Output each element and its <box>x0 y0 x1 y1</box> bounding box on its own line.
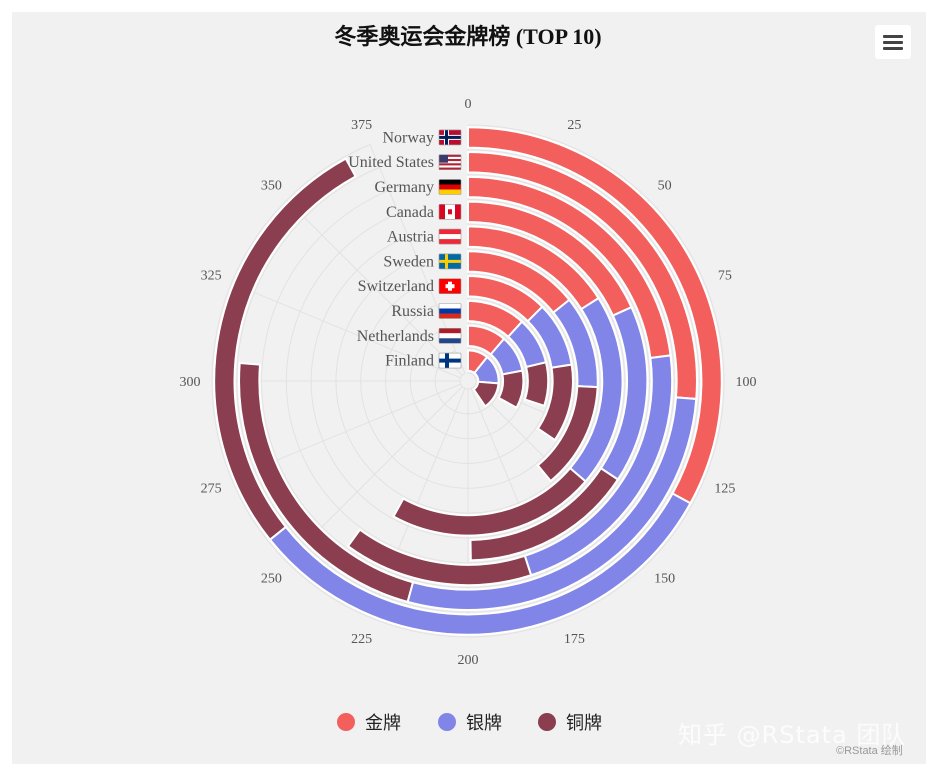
tick-label: 200 <box>458 653 479 668</box>
tick-label: 150 <box>654 572 675 587</box>
tick-label: 75 <box>718 269 732 284</box>
country-label: Germany <box>374 179 434 196</box>
tick-label: 375 <box>351 118 372 133</box>
tick-label: 325 <box>201 269 222 284</box>
grid-circle <box>459 372 477 390</box>
tick-label: 225 <box>351 632 372 647</box>
country-label: Finland <box>385 353 434 370</box>
tick-label: 100 <box>736 375 757 390</box>
country-labels: Norway United States Germany Canada Austria S… <box>348 129 462 370</box>
tick-label: 0 <box>465 97 472 112</box>
grid-circle <box>409 322 527 440</box>
tick-label: 175 <box>564 632 585 647</box>
legend-label: 金牌 <box>365 713 401 734</box>
tick-label: 125 <box>714 481 735 496</box>
country-label: Norway <box>382 129 434 146</box>
country-label: Sweden <box>383 253 434 270</box>
tick-label: 25 <box>567 118 581 133</box>
tick-label: 250 <box>261 572 282 587</box>
country-label: Canada <box>386 204 434 221</box>
bar-segment <box>536 363 574 442</box>
grid-spoke <box>286 199 463 376</box>
legend-swatch <box>337 713 355 731</box>
country-label: Switzerland <box>358 278 434 295</box>
hamburger-menu-icon[interactable] <box>875 25 911 59</box>
grid-circle <box>434 347 502 415</box>
grid-circle <box>360 273 576 489</box>
bar-segment <box>536 385 599 483</box>
bar-series <box>213 126 723 636</box>
bar-segment <box>523 361 550 408</box>
legend-swatch <box>538 713 556 731</box>
legend-swatch <box>438 713 456 731</box>
bar-segment <box>469 466 620 562</box>
watermark-text: 知乎 @RStata 团队 <box>678 721 907 749</box>
tick-label: 350 <box>261 178 282 193</box>
grid-circle <box>335 248 601 514</box>
grid-circle <box>385 298 551 464</box>
flag-norway-icon <box>438 129 462 146</box>
chart-title: 冬季奥运会金牌榜 (TOP 10) <box>334 24 601 49</box>
legend-item-2[interactable]: 铜牌 <box>538 713 602 734</box>
flag-netherlands-icon <box>438 327 462 344</box>
grid-circle <box>310 223 626 539</box>
credit-text: ©RStata 绘制 <box>836 745 903 757</box>
legend-item-1[interactable]: 银牌 <box>438 713 502 734</box>
tick-label: 275 <box>201 481 222 496</box>
legend: 金牌 银牌 铜牌 <box>337 713 602 734</box>
bar-segment <box>497 369 525 410</box>
flag-canada-icon <box>438 204 462 220</box>
legend-label: 铜牌 <box>566 713 602 734</box>
legend-item-0[interactable]: 金牌 <box>337 713 401 734</box>
flag-finland-icon <box>438 352 462 369</box>
flag-sweden-icon <box>438 253 462 270</box>
grid-circle <box>261 174 675 588</box>
bar-segment <box>213 157 357 542</box>
flag-switzerland-icon <box>438 278 462 295</box>
bar-segment <box>392 466 587 537</box>
country-label: United States <box>348 154 434 171</box>
flag-germany-icon <box>438 179 462 195</box>
tick-label: 50 <box>658 178 672 193</box>
grid-circle <box>211 124 725 638</box>
flag-austria-icon <box>438 228 462 245</box>
flag-united-states-icon <box>438 154 462 170</box>
tick-label: 300 <box>180 375 201 390</box>
flag-russia-icon <box>438 303 462 319</box>
bar-segment <box>346 528 533 587</box>
country-label: Netherlands <box>357 328 434 345</box>
angular-tick-labels: 0 25 50 75 100 125 150 175 200 225 250 275 300 325 350… <box>180 97 757 668</box>
legend-label: 银牌 <box>466 713 502 734</box>
country-label: Russia <box>391 303 434 320</box>
grid-circle <box>285 198 651 564</box>
bar-segment <box>238 361 415 604</box>
bar-segment <box>472 380 500 408</box>
grid-circle <box>236 149 700 613</box>
country-label: Austria <box>387 229 434 246</box>
grid-spoke <box>231 282 461 379</box>
